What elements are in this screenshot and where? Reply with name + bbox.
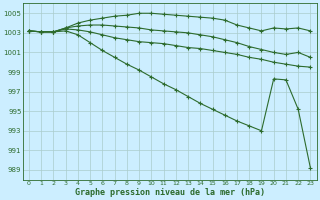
X-axis label: Graphe pression niveau de la mer (hPa): Graphe pression niveau de la mer (hPa) xyxy=(75,188,265,197)
